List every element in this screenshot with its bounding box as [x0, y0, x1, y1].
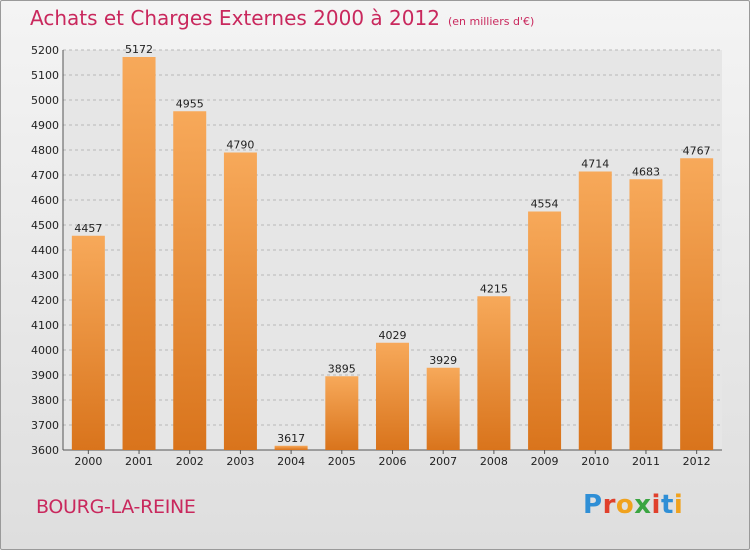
- y-tick-label: 5200: [31, 44, 59, 57]
- bar-value-label: 4714: [581, 158, 609, 171]
- y-tick-label: 4500: [31, 219, 59, 232]
- bar-value-label: 4955: [176, 97, 204, 110]
- bar-value-label: 4457: [74, 222, 102, 235]
- x-tick-label: 2007: [429, 455, 457, 468]
- bar: [528, 211, 562, 450]
- y-tick-label: 4400: [31, 244, 59, 257]
- y-tick-label: 3900: [31, 369, 59, 382]
- logo-letter: t: [660, 490, 674, 520]
- city-name: BOURG-LA-REINE: [36, 496, 196, 518]
- y-tick-label: 4900: [31, 119, 59, 132]
- y-tick-label: 4000: [31, 344, 59, 357]
- x-tick-label: 2005: [328, 455, 356, 468]
- logo-letter: P: [583, 490, 603, 520]
- chart-title: Achats et Charges Externes 2000 à 2012 (e…: [30, 6, 534, 30]
- y-tick-label: 4300: [31, 269, 59, 282]
- bar: [680, 158, 714, 450]
- bar: [325, 376, 359, 450]
- x-tick-label: 2001: [125, 455, 153, 468]
- x-tick-label: 2010: [581, 455, 609, 468]
- y-tick-label: 5000: [31, 94, 59, 107]
- bar-value-label: 4554: [531, 198, 559, 211]
- y-tick-label: 4800: [31, 144, 59, 157]
- x-tick-label: 2009: [531, 455, 559, 468]
- bar-value-label: 4790: [226, 139, 254, 152]
- x-tick-label: 2000: [74, 455, 102, 468]
- y-tick-label: 4100: [31, 319, 59, 332]
- bar: [376, 342, 409, 450]
- bar-value-label: 4215: [480, 282, 508, 295]
- proxiti-logo: Proxiti: [583, 490, 683, 520]
- chart-title-text: Achats et Charges Externes 2000 à 2012: [30, 6, 440, 30]
- bar: [629, 179, 663, 450]
- bar-value-label: 5172: [125, 43, 153, 56]
- x-tick-label: 2004: [277, 455, 305, 468]
- x-tick-label: 2012: [683, 455, 711, 468]
- chart-unit: (en milliers d'€): [447, 15, 535, 28]
- bar-value-label: 4029: [379, 329, 407, 342]
- bar-value-label: 3617: [277, 432, 305, 445]
- y-tick-label: 5100: [31, 69, 59, 82]
- y-tick-label: 4600: [31, 194, 59, 207]
- bar-value-label: 4767: [683, 144, 711, 157]
- logo-letter: i: [673, 490, 684, 520]
- bar: [223, 152, 257, 450]
- bar: [426, 367, 460, 450]
- bar: [71, 235, 105, 450]
- logo-letter: i: [651, 490, 661, 520]
- bar-value-label: 3895: [328, 362, 356, 375]
- bar: [122, 57, 156, 450]
- x-tick-label: 2002: [176, 455, 204, 468]
- y-tick-label: 4200: [31, 294, 59, 307]
- bar: [274, 445, 308, 450]
- logo-letter: x: [634, 490, 652, 520]
- x-tick-label: 2006: [379, 455, 407, 468]
- y-tick-label: 4700: [31, 169, 59, 182]
- y-tick-label: 3700: [31, 419, 59, 432]
- logo-letter: r: [602, 490, 616, 520]
- bar: [477, 296, 511, 450]
- x-tick-label: 2011: [632, 455, 660, 468]
- bar-value-label: 4683: [632, 165, 660, 178]
- bar: [578, 171, 612, 450]
- bar-value-label: 3929: [429, 354, 457, 367]
- x-tick-label: 2008: [480, 455, 508, 468]
- bar: [173, 111, 207, 450]
- logo-letter: o: [615, 490, 635, 520]
- y-tick-label: 3800: [31, 394, 59, 407]
- y-tick-label: 3600: [31, 444, 59, 457]
- x-tick-label: 2003: [226, 455, 254, 468]
